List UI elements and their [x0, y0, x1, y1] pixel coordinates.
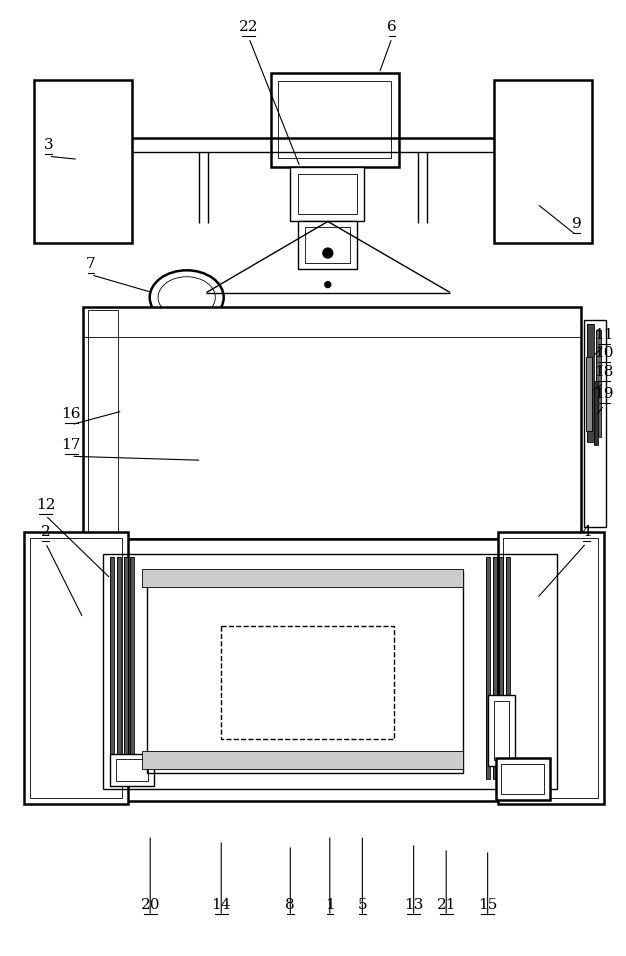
Bar — [30, 538, 121, 797]
Text: 19: 19 — [594, 387, 614, 401]
Bar — [83, 307, 582, 539]
Bar — [587, 324, 594, 443]
Bar — [587, 324, 594, 443]
Bar — [279, 81, 391, 159]
Bar — [587, 357, 592, 430]
Bar — [130, 557, 135, 779]
Bar — [486, 557, 490, 779]
Bar — [493, 557, 496, 779]
Circle shape — [323, 249, 333, 258]
Bar — [305, 228, 351, 263]
Bar — [110, 754, 154, 786]
Bar — [290, 167, 364, 222]
Bar — [496, 758, 550, 799]
Text: 18: 18 — [594, 365, 613, 380]
Text: 3: 3 — [44, 139, 53, 152]
Bar — [506, 557, 510, 779]
Bar — [506, 557, 510, 779]
Text: 6: 6 — [387, 20, 397, 34]
Bar — [142, 751, 463, 769]
Bar — [110, 557, 114, 779]
Text: 8: 8 — [285, 898, 295, 912]
Bar — [142, 569, 463, 587]
Text: 22: 22 — [239, 20, 259, 34]
Bar — [493, 701, 510, 760]
Bar — [116, 557, 121, 779]
Bar — [34, 80, 133, 243]
Text: 17: 17 — [61, 439, 81, 452]
Bar — [486, 557, 490, 779]
Bar — [147, 571, 463, 773]
Text: 15: 15 — [478, 898, 497, 912]
Bar — [24, 532, 128, 804]
Bar — [270, 74, 399, 167]
Text: 12: 12 — [36, 497, 55, 511]
Bar — [110, 557, 114, 779]
Bar — [493, 557, 496, 779]
Text: 13: 13 — [404, 898, 423, 912]
Bar — [587, 357, 592, 430]
Bar — [88, 311, 118, 535]
Bar — [596, 330, 601, 437]
Bar — [501, 764, 544, 793]
Bar — [221, 626, 394, 740]
Bar — [298, 222, 357, 269]
Text: 21: 21 — [436, 898, 456, 912]
Circle shape — [325, 282, 331, 288]
Bar — [594, 381, 598, 445]
Bar — [83, 539, 582, 800]
Text: 16: 16 — [61, 406, 81, 421]
Bar — [123, 557, 128, 779]
Bar — [584, 320, 606, 528]
Bar — [500, 557, 503, 779]
Text: 9: 9 — [572, 217, 582, 231]
Bar — [498, 532, 604, 804]
Bar — [298, 174, 357, 213]
Bar — [116, 759, 148, 781]
Text: 10: 10 — [594, 346, 614, 359]
Bar — [503, 538, 598, 797]
Bar — [116, 557, 121, 779]
Bar — [488, 695, 515, 766]
Bar — [594, 381, 598, 445]
Text: 20: 20 — [140, 898, 160, 912]
Text: 2: 2 — [41, 525, 51, 539]
Bar — [130, 557, 135, 779]
Text: 5: 5 — [357, 898, 367, 912]
Text: 14: 14 — [212, 898, 231, 912]
Bar — [123, 557, 128, 779]
Bar — [493, 80, 592, 243]
Bar — [596, 330, 601, 437]
Text: 4: 4 — [582, 525, 591, 539]
Text: 11: 11 — [594, 328, 614, 342]
Text: 1: 1 — [325, 898, 335, 912]
Text: 7: 7 — [86, 257, 96, 271]
Bar — [103, 554, 557, 789]
Bar — [500, 557, 503, 779]
